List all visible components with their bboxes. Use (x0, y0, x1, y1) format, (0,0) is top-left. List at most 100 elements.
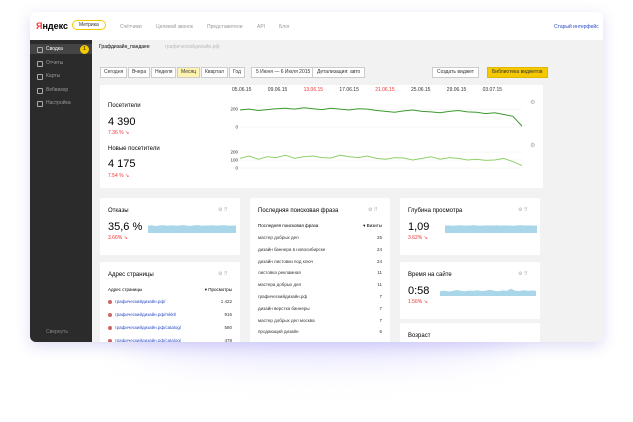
row-value: 7 (379, 294, 382, 299)
widget-icons: ⚙ ⠿ (218, 207, 228, 213)
y-tick-label: 0 (235, 125, 238, 130)
row-label: продающий дизайн (258, 329, 299, 335)
widget-icons: ⚙ ⠿ (518, 207, 528, 213)
collapse[interactable]: Свернуть (46, 329, 68, 335)
date-label: 05.06.15 (232, 87, 252, 93)
widget (400, 323, 540, 342)
create-widget[interactable]: Создать виджет (432, 67, 480, 78)
sidebar-item[interactable]: Отчеты (46, 59, 64, 66)
widget-change: 3.62% ↘ (408, 235, 428, 241)
menu-item[interactable]: Целевой звонок (156, 24, 193, 30)
period-button[interactable]: Неделя (151, 67, 177, 78)
widget-title: Отказы (108, 208, 129, 214)
date-label: 17.06.15 (339, 87, 359, 93)
widget (100, 262, 240, 342)
row-label[interactable]: графическийдизайн.рф/mkkt/ (115, 312, 177, 317)
date-label: 09.06.15 (267, 87, 288, 93)
settings-icon: ⚙ (530, 143, 536, 149)
widget-change: 1.56% ↘ (408, 299, 428, 305)
period-button[interactable]: Вчера (128, 67, 151, 78)
row-label[interactable]: графическийдизайн.рф/catalog/ (115, 325, 182, 330)
sparkline-area (445, 225, 537, 233)
sparkline-area (148, 224, 236, 233)
widget-change: 3.66% ↘ (108, 235, 128, 241)
y-tick-label: 0 (235, 166, 238, 171)
period-button[interactable]: Год (229, 67, 245, 78)
column-header: Последняя поисковая фраза (258, 223, 319, 228)
row-label[interactable]: графическийдизайн.рф/catalog/ (115, 338, 182, 342)
widget-icons: ⚙ ⠿ (518, 271, 528, 277)
topbar (30, 12, 603, 40)
row-label: мастер добрых дел (258, 235, 299, 240)
widget-icons: ⚙ ⠿ (368, 207, 378, 213)
widget-title: Последняя поисковая фраза (258, 208, 339, 214)
old-interface[interactable]: Старый интерфейс (554, 24, 599, 30)
sparkline (445, 225, 537, 233)
date-range[interactable]: 5 Июня — 6 Июля 2015 (251, 67, 316, 78)
favicon (108, 325, 112, 330)
sidebar-item[interactable]: Настройка (46, 100, 71, 106)
menu-item[interactable]: Блог (279, 24, 290, 30)
sidebar (30, 40, 92, 342)
row-value: 25 (376, 235, 382, 240)
sparkline (440, 288, 536, 296)
row-label: дизайн баннера в новосибирске (258, 246, 326, 252)
favicon (108, 338, 112, 342)
counter-site: графическийдизайн.рф (165, 44, 220, 50)
widget (250, 198, 390, 342)
period-button[interactable]: Сегодня (100, 67, 128, 78)
favicon (108, 299, 112, 304)
metric-value: 4 175 (108, 158, 136, 170)
date-label: 03.07.15 (482, 87, 503, 93)
column-header: ▾ Визиты (363, 223, 382, 228)
y-tick-label: 100 (230, 158, 238, 163)
line-chart: 0 200 (230, 107, 523, 130)
sidebar-icon (37, 47, 43, 53)
widget-title: Глубина просмотра (408, 208, 463, 214)
widget-title: Возраст (408, 333, 431, 339)
line (239, 154, 523, 167)
widget (400, 262, 540, 319)
menu-item[interactable]: Представители (207, 24, 243, 30)
sidebar-item[interactable]: Вебвизор (46, 86, 69, 93)
row-value: 24 (376, 258, 382, 264)
row-value: 11 (377, 270, 382, 276)
sidebar-item[interactable]: Сводка (46, 46, 63, 52)
sidebar-icon (37, 74, 43, 80)
column-header: Адрес страницы (108, 287, 143, 292)
widget-title: Адрес страницы (108, 272, 154, 278)
period-button[interactable]: Квартал (201, 67, 228, 78)
row-label: дизайн листовки под ключ (258, 258, 313, 264)
sidebar-icon (37, 101, 43, 107)
menu-item[interactable]: API (257, 24, 266, 30)
menu-item[interactable]: Счётчики (120, 24, 142, 30)
row-value: 916 (224, 312, 232, 317)
widget-title: Время на сайте (408, 272, 452, 278)
row-label: дизайн верстка баннеры (258, 305, 310, 311)
product-button[interactable]: Метрика (72, 20, 106, 30)
widget-value: 0:58 (408, 285, 430, 297)
widget-icons: ⚙ ⠿ (218, 271, 228, 277)
sidebar-active (30, 44, 92, 54)
sidebar-item[interactable]: Карты (46, 73, 61, 79)
metric-value: 4 390 (108, 116, 136, 128)
badge: 1 (80, 45, 89, 54)
date-label: 21.06.15 (375, 87, 395, 93)
date-label: 25.06.15 (411, 87, 431, 93)
counter-name[interactable]: Графдизайн_пандаее (99, 44, 150, 50)
column-header: ▾ Просмотры (204, 287, 232, 292)
period-button[interactable]: Месяц (177, 67, 201, 78)
favicon (108, 312, 112, 317)
settings-icon: ⚙ (530, 100, 536, 106)
metric-title: Новые посетители (108, 146, 160, 152)
row-value: 6 (379, 329, 382, 335)
row-value: 24 (376, 246, 382, 252)
row-label[interactable]: графическийдизайн.рф/ (115, 299, 166, 304)
sidebar-icon (37, 87, 43, 94)
sparkline (148, 224, 236, 233)
row-label: листовка рекламная (258, 270, 301, 276)
library[interactable]: Библиотека виджетов (487, 67, 548, 78)
row-value: 478 (224, 338, 232, 342)
detail[interactable]: Детализация: авто (312, 67, 366, 78)
